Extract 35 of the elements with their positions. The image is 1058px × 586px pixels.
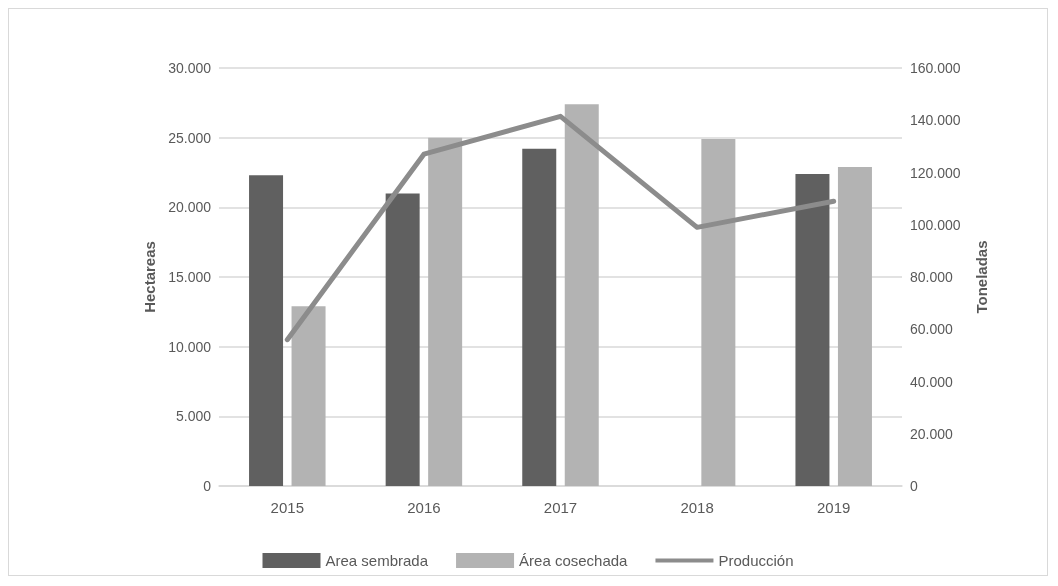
y-tick-label: 20.000 [168, 199, 212, 216]
y-tick-label: 15.000 [168, 269, 212, 285]
y2-tick-label: 120.000 [910, 164, 961, 181]
y2-tick-label: 80.000 [910, 269, 954, 285]
y-tick-label: 5.000 [175, 408, 212, 425]
x-tick-label: 2018 [680, 499, 714, 516]
bar [249, 175, 284, 486]
x-tick-label: 2015 [270, 499, 304, 516]
y2-tick-label: 160.000 [910, 60, 961, 76]
y2-axis-title: Toneladas [973, 240, 990, 314]
bar [701, 139, 736, 486]
y-tick-label: 10.000 [168, 338, 212, 355]
legend-label: Producción [718, 552, 794, 569]
y2-tick-label: 60.000 [910, 321, 954, 338]
legend-label: Área cosechada [519, 552, 629, 569]
y2-tick-label: 40.000 [910, 373, 954, 390]
y2-tick-label: 140.000 [910, 112, 961, 129]
y-tick-label: 30.000 [168, 60, 212, 76]
bar [795, 173, 830, 486]
bar [428, 137, 463, 486]
y2-tick-label: 20.000 [910, 425, 954, 442]
legend-label: Area sembrada [325, 552, 429, 569]
y-tick-label: 0 [203, 478, 212, 494]
x-tick-label: 2016 [407, 499, 441, 516]
bar [564, 104, 599, 486]
bar [837, 166, 872, 486]
y2-tick-label: 0 [910, 478, 918, 494]
bar [291, 306, 326, 486]
bar [522, 148, 557, 486]
y-tick-label: 25.000 [168, 129, 212, 146]
bar [385, 193, 420, 486]
y2-tick-label: 100.000 [910, 216, 961, 233]
x-tick-label: 2019 [817, 499, 851, 516]
y-axis-title: Hectareas [141, 241, 158, 313]
x-tick-label: 2017 [543, 499, 578, 516]
